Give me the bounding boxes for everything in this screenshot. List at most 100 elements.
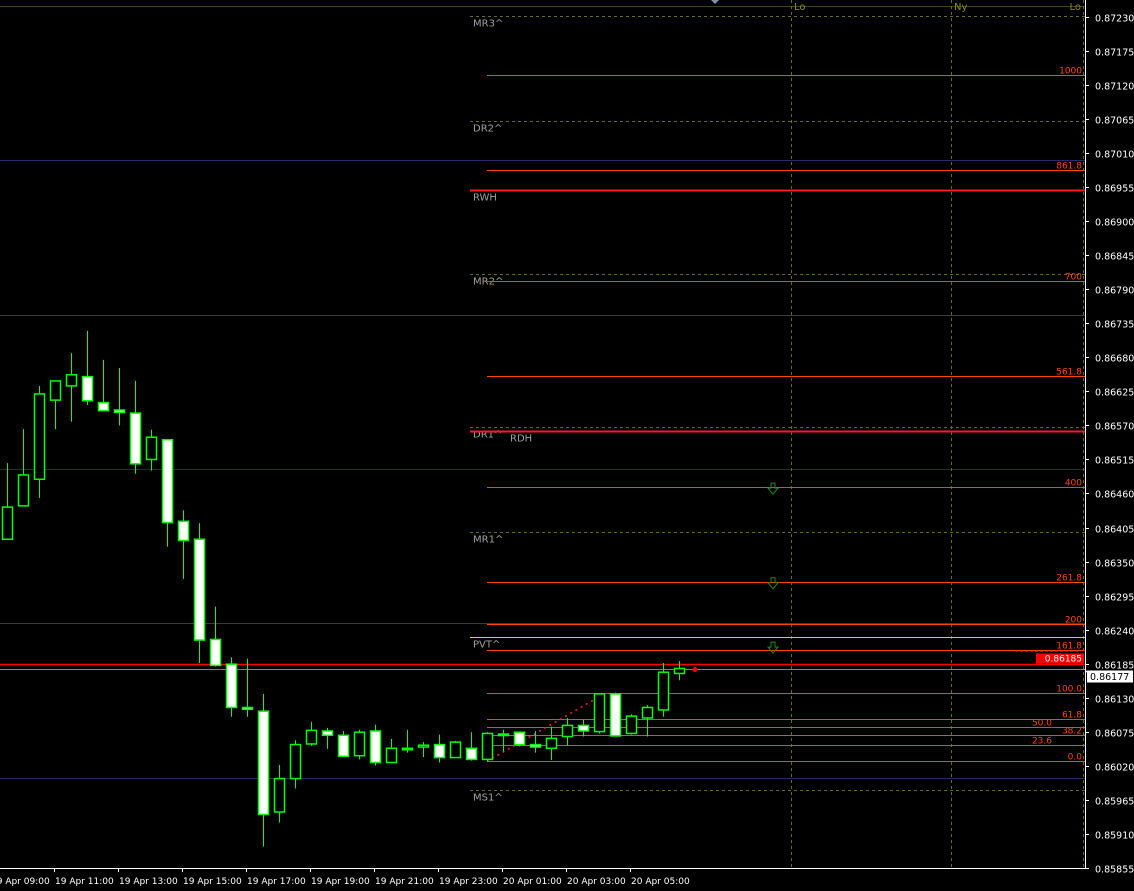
pivot-level-label: MR1^ [473, 535, 503, 546]
candle-body[interactable] [1, 506, 14, 541]
price-tick-label: 0.87065 [1095, 116, 1134, 127]
candle-body[interactable] [81, 375, 94, 402]
candle-body[interactable] [529, 743, 542, 748]
fib-level-label: 700 [1065, 273, 1082, 283]
candle-body[interactable] [33, 393, 46, 481]
candle-body[interactable] [225, 663, 238, 709]
time-axis[interactable] [0, 869, 1134, 891]
candle-body[interactable] [353, 731, 366, 757]
candle-body[interactable] [481, 732, 494, 761]
fib-level-label: 561.8 [1056, 368, 1082, 378]
price-tick-label: 0.86680 [1095, 354, 1134, 365]
price-tick-label: 0.87175 [1095, 48, 1134, 59]
candle-body[interactable] [305, 729, 318, 745]
price-tick-label: 0.86515 [1095, 456, 1134, 467]
candle-body[interactable] [97, 401, 110, 412]
session-label: Lo [794, 2, 806, 13]
candle-body[interactable] [641, 706, 654, 719]
time-tick-label: 20 Apr 03:00 [567, 877, 626, 887]
candle-body[interactable] [241, 706, 254, 711]
candle-body[interactable] [625, 715, 638, 735]
candle-body[interactable] [17, 474, 30, 507]
candle-body[interactable] [289, 743, 302, 780]
fib-level-label: 38.2 [1062, 727, 1082, 737]
chart-shift-marker-icon[interactable] [711, 0, 719, 4]
price-tick-label: 0.86295 [1095, 593, 1134, 604]
time-tick-label: 19 Apr 23:00 [439, 877, 498, 887]
candle-body[interactable] [401, 747, 414, 751]
price-tick-label: 0.86570 [1095, 422, 1134, 433]
time-tick-label: 20 Apr 05:00 [631, 877, 690, 887]
candle-body[interactable] [321, 730, 334, 737]
price-tick-label: 0.86240 [1095, 627, 1134, 638]
price-tick-label: 0.85855 [1095, 865, 1134, 876]
candle-body[interactable] [257, 710, 270, 816]
candle-body[interactable] [561, 724, 574, 738]
price-tick-label: 0.87230 [1095, 14, 1134, 25]
time-tick-label: 19 Apr 21:00 [375, 877, 434, 887]
price-tick-label: 0.86900 [1095, 218, 1134, 229]
candle-body[interactable] [513, 731, 526, 746]
time-tick-label: 19 Apr 11:00 [55, 877, 114, 887]
price-tick-label: 0.86405 [1095, 525, 1134, 536]
price-tick-label: 0.86625 [1095, 388, 1134, 399]
price-tick-label: 0.86955 [1095, 184, 1134, 195]
level-label: PVT^ [473, 640, 500, 651]
candle-body[interactable] [465, 747, 478, 761]
price-marker-dot [692, 667, 698, 672]
fib-level-label: 0.0 [1068, 753, 1083, 763]
down-arrow-icon [766, 577, 780, 590]
candle-body[interactable] [161, 438, 174, 524]
candle-body[interactable] [65, 374, 78, 387]
price-tick-label: 0.86790 [1095, 286, 1134, 297]
price-tick-label: 0.86020 [1095, 763, 1134, 774]
candle-body[interactable] [273, 777, 286, 813]
pivot-level-label: MS1^ [473, 793, 503, 804]
candle-body[interactable] [673, 667, 686, 675]
time-tick-label: 20 Apr 01:00 [503, 877, 562, 887]
price-tick-label: 0.86130 [1095, 695, 1134, 706]
candle-body[interactable] [113, 409, 126, 414]
candle-body[interactable] [417, 744, 430, 748]
bid-price-box [1087, 670, 1133, 683]
fib-level-label: 261.8 [1056, 574, 1082, 584]
candle-body[interactable] [193, 538, 206, 641]
time-tick-label: 19 Apr 09:00 [0, 877, 50, 887]
price-tick-label: 0.86185 [1095, 661, 1134, 672]
candle-body[interactable] [433, 743, 446, 759]
candle-body[interactable] [337, 734, 350, 758]
down-arrow-icon [766, 482, 780, 495]
candle-body[interactable] [497, 733, 510, 737]
price-axis[interactable] [1086, 0, 1134, 891]
ask-price-label: 0.86185 [1045, 655, 1082, 665]
candle-body[interactable] [369, 730, 382, 764]
time-tick-label: 19 Apr 17:00 [247, 877, 306, 887]
candle-body[interactable] [145, 436, 158, 461]
candle-body[interactable] [577, 724, 590, 732]
fib-level-label: 400 [1065, 479, 1082, 489]
session-label: Ny [954, 2, 967, 13]
candle-body[interactable] [545, 737, 558, 750]
price-tick-label: 0.86460 [1095, 490, 1134, 501]
price-tick-label: 0.86075 [1095, 729, 1134, 740]
candle-body[interactable] [49, 380, 62, 401]
ask-price-box [1036, 653, 1084, 664]
candle-body[interactable] [593, 693, 606, 733]
bid-price-label: 0.86177 [1090, 672, 1129, 683]
fib-level-label: 200 [1065, 616, 1082, 626]
candle-body[interactable] [129, 412, 142, 465]
candle-body[interactable] [177, 520, 190, 542]
candle-body[interactable] [449, 741, 462, 759]
session-label: Lo [1069, 2, 1081, 13]
pivot-level-label: DR2^ [473, 124, 502, 135]
price-tick-label: 0.86735 [1095, 320, 1134, 331]
candle-body[interactable] [657, 671, 670, 711]
candle-body[interactable] [385, 747, 398, 764]
time-tick-label: 19 Apr 19:00 [311, 877, 370, 887]
candle-body[interactable] [209, 638, 222, 667]
level-label: RWH [473, 193, 497, 204]
price-tick-label: 0.85910 [1095, 831, 1134, 842]
candle-body[interactable] [609, 693, 622, 737]
